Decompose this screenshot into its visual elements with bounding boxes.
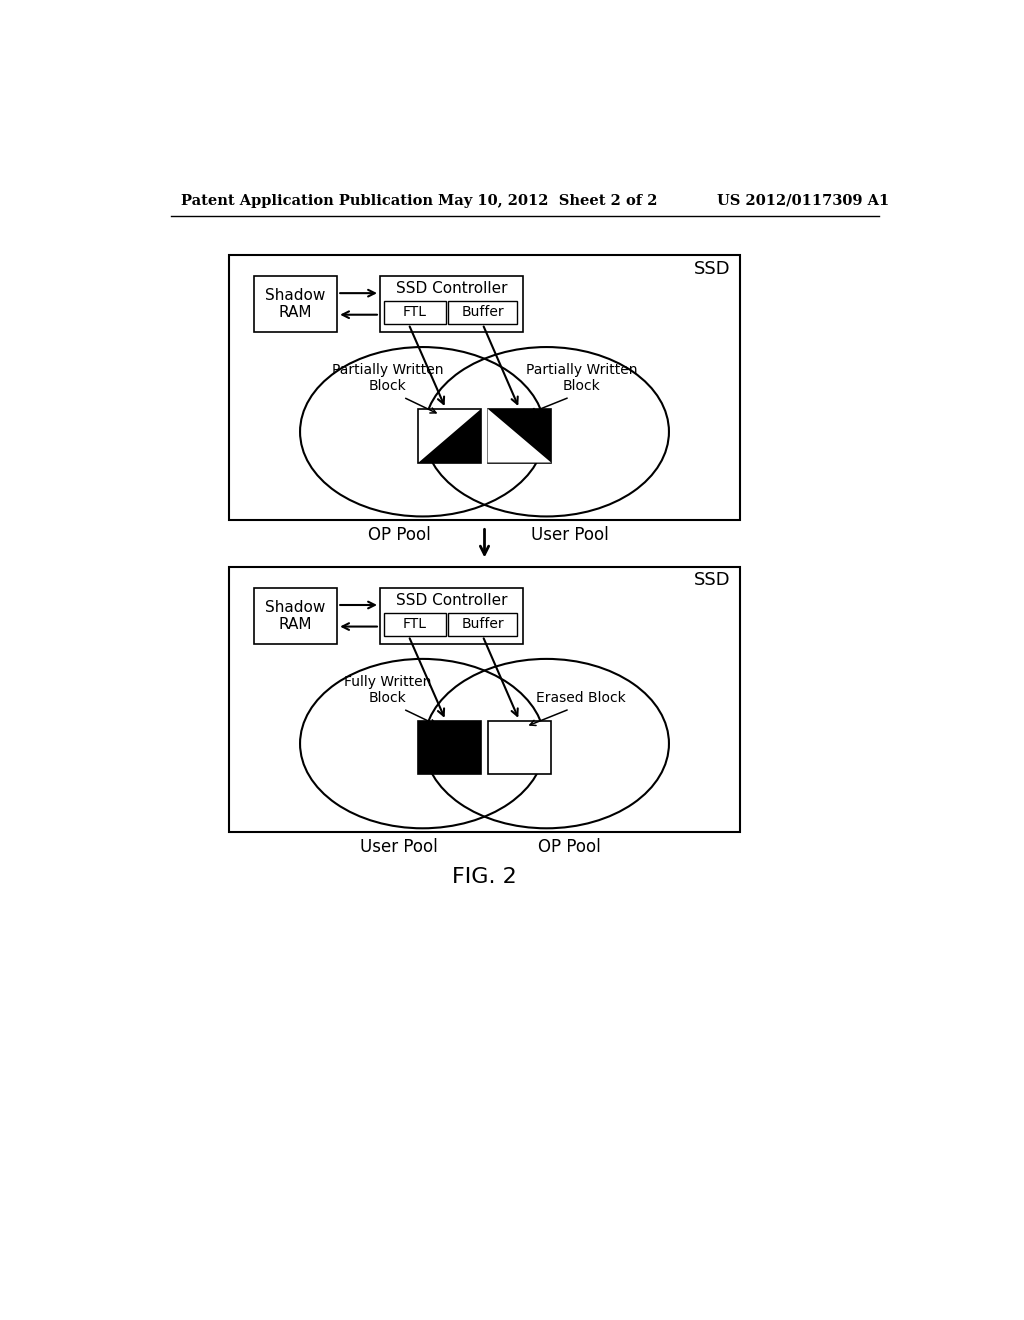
Text: Erased Block: Erased Block — [537, 692, 627, 705]
Bar — [380, 276, 523, 331]
Text: FTL: FTL — [402, 618, 427, 631]
Text: OP Pool: OP Pool — [368, 525, 431, 544]
Bar — [384, 301, 445, 323]
Text: May 10, 2012  Sheet 2 of 2: May 10, 2012 Sheet 2 of 2 — [438, 194, 657, 207]
Text: SSD Controller: SSD Controller — [396, 281, 507, 296]
Text: Shadow
RAM: Shadow RAM — [265, 288, 326, 321]
Text: FIG. 2: FIG. 2 — [453, 867, 517, 887]
Text: Patent Application Publication: Patent Application Publication — [180, 194, 433, 207]
Text: Buffer: Buffer — [461, 305, 504, 319]
Text: Partially Written
Block: Partially Written Block — [525, 363, 637, 393]
Text: FTL: FTL — [402, 305, 427, 319]
Text: Buffer: Buffer — [461, 618, 504, 631]
Bar — [228, 566, 740, 832]
Bar — [384, 612, 445, 636]
Polygon shape — [487, 409, 551, 462]
Text: OP Pool: OP Pool — [539, 838, 601, 855]
Bar — [418, 721, 481, 775]
Bar — [380, 589, 523, 644]
Bar — [228, 255, 740, 520]
Text: User Pool: User Pool — [530, 525, 608, 544]
Text: Fully Written
Block: Fully Written Block — [344, 675, 431, 705]
Bar — [487, 721, 551, 775]
Text: SSD: SSD — [694, 572, 731, 589]
Text: SSD Controller: SSD Controller — [396, 593, 507, 609]
Text: Shadow
RAM: Shadow RAM — [265, 599, 326, 632]
Polygon shape — [418, 409, 481, 462]
Bar — [449, 301, 517, 323]
Bar — [418, 409, 481, 462]
Bar — [449, 612, 517, 636]
Text: US 2012/0117309 A1: US 2012/0117309 A1 — [717, 194, 889, 207]
Bar — [487, 409, 551, 462]
Text: User Pool: User Pool — [360, 838, 438, 855]
Bar — [254, 276, 337, 331]
Text: SSD: SSD — [694, 260, 731, 277]
Bar — [254, 589, 337, 644]
Text: Partially Written
Block: Partially Written Block — [332, 363, 443, 393]
